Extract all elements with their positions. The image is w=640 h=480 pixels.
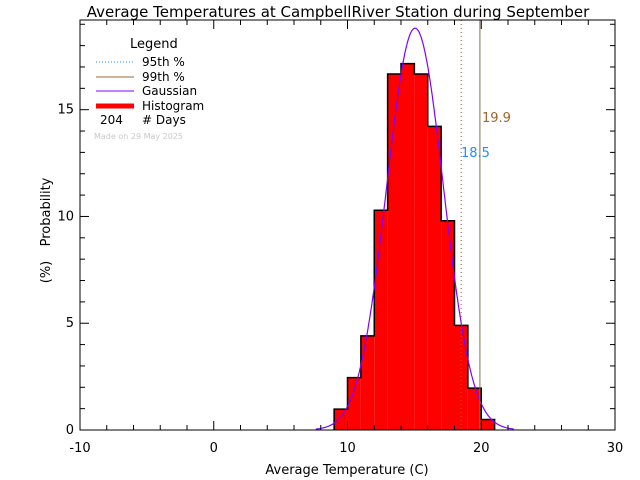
histogram-bar [454, 325, 468, 430]
histogram-bar [347, 377, 361, 430]
legend-label-gaussian: Gaussian [142, 84, 197, 98]
chart-title: Average Temperatures at CampbellRiver St… [87, 3, 590, 21]
x-tick-label: -10 [69, 441, 90, 456]
made-on-note: Made on 29 May 2025 [94, 132, 183, 141]
legend-count-label: # Days [142, 113, 186, 127]
histogram-bar [441, 220, 455, 430]
y-axis-label: Probability [39, 177, 54, 246]
legend: Legend 95th % 99th % Gaussian Histogram … [94, 37, 204, 141]
y-tick-label: 10 [57, 209, 74, 224]
gaussian-curve [315, 27, 514, 430]
histogram-bar [427, 126, 442, 430]
histogram-bar [387, 74, 401, 431]
x-tick-label: 10 [339, 441, 356, 456]
legend-count: 204 [100, 113, 123, 127]
histogram-bar [481, 419, 495, 430]
y-axis-unit: (%) [39, 261, 54, 284]
legend-label-99: 99th % [142, 70, 185, 84]
histogram-bar [374, 210, 388, 430]
histogram-bar [414, 74, 428, 431]
x-axis-label: Average Temperature (C) [265, 463, 428, 478]
x-tick-label: 0 [210, 441, 218, 456]
y-tick-label: 15 [57, 103, 74, 118]
histogram-bar [401, 63, 415, 430]
p95-label: 18.5 [461, 146, 490, 161]
legend-label-95: 95th % [142, 55, 185, 69]
p99-label: 19.9 [482, 111, 511, 126]
x-tick-label: 30 [607, 441, 624, 456]
histogram-bar [467, 388, 482, 430]
histogram-bar [360, 335, 375, 430]
histogram-outline [333, 62, 496, 430]
legend-label-histogram: Histogram [142, 99, 204, 113]
legend-title: Legend [130, 37, 178, 52]
y-tick-label: 5 [66, 316, 74, 331]
x-tick-label: 20 [473, 441, 490, 456]
y-tick-label: 0 [66, 423, 74, 438]
histogram-bar [334, 409, 348, 430]
